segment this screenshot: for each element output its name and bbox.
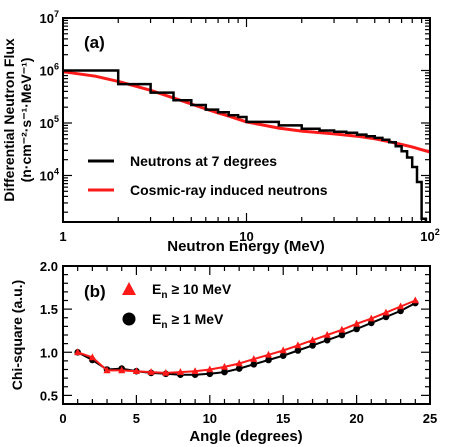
x-tick-label: 102 (420, 227, 439, 244)
series-10mev-point (162, 368, 170, 376)
x-tick-label: 0 (59, 411, 66, 426)
series-10mev-point (191, 367, 199, 374)
y-tick-label: 107 (40, 9, 59, 26)
x-tick-label: 15 (276, 411, 290, 426)
panel-b-legend: En ≥ 10 MeV En ≥ 1 MeV (122, 281, 232, 331)
panel-a: 1 10 102 104 105 106 107 (a) Neutron Energy (M… (1, 9, 440, 255)
series-10mev-point (397, 302, 405, 310)
series-1mev-point (265, 356, 272, 364)
y-tick-label: 105 (40, 114, 59, 131)
series-10mev-point (323, 331, 331, 338)
panel-b-y-axis-label: Chi-square (a.u.) (9, 280, 25, 390)
series-1mev-point (338, 331, 346, 339)
series-1mev-point (221, 368, 228, 376)
series-10mev-point (118, 366, 126, 374)
panel-b-frame (62, 265, 431, 405)
series-10mev-point (338, 325, 346, 333)
legend-label-10mev: En ≥ 10 MeV (152, 281, 232, 301)
x-tick-label: 10 (239, 229, 253, 244)
y-tick-label: 0.5 (40, 388, 58, 403)
series-1mev-point (294, 347, 302, 354)
panel-a-y-axis-label: Differential Neutron Flux (1, 38, 17, 202)
x-tick-label: 1 (59, 229, 66, 244)
series-10mev-point (250, 355, 258, 362)
y-tick-label: 2.0 (40, 259, 58, 274)
series-10mev-point (279, 346, 287, 354)
series-10mev-point (220, 362, 229, 370)
panel-b-ticks (62, 265, 431, 405)
series-10mev-line (77, 299, 416, 374)
panel-b-tick-labels: 0 5 10 15 20 25 0.5 1.0 1.5 2.0 (40, 259, 437, 426)
legend-label-neutrons: Neutrons at 7 degrees (130, 153, 277, 169)
series-10mev-point (264, 350, 273, 358)
series-1mev-point (353, 325, 360, 333)
series-1mev-point (250, 361, 258, 368)
y-tick-label: 1.5 (40, 302, 58, 317)
legend-label-1mev: En ≥ 1 MeV (152, 311, 224, 331)
panel-b-label: (b) (84, 282, 106, 301)
series-1mev-point (323, 336, 331, 344)
legend-marker-circle (122, 312, 136, 326)
x-tick-label: 5 (133, 411, 140, 426)
legend-label-cosmic: Cosmic-ray induced neutrons (130, 182, 328, 198)
series-10mev-point (309, 336, 317, 343)
panel-a-frame (62, 17, 431, 223)
series-10mev-point (294, 341, 302, 349)
series-10mev-point (206, 365, 214, 373)
series-10mev-point (74, 348, 82, 356)
y-tick-label: 104 (40, 166, 59, 183)
panel-a-x-axis-label: Neutron Energy (MeV) (167, 238, 325, 255)
series-10mev-point (382, 308, 390, 316)
series-10mev-point (411, 296, 419, 304)
series-10mev-point (235, 359, 243, 367)
x-tick-label: 10 (203, 411, 217, 426)
series-10mev-point (353, 319, 361, 327)
panel-a-y-axis-units: (n·cm⁻²·s⁻¹·MeV⁻¹) (18, 58, 34, 183)
legend-marker-triangle (122, 282, 136, 295)
x-tick-label: 25 (423, 411, 437, 426)
series-1mev-point (235, 365, 243, 372)
series-neutrons-histogram (63, 69, 428, 222)
y-tick-label: 106 (40, 61, 59, 78)
panel-b-series (74, 296, 419, 379)
y-tick-label: 1.0 (40, 345, 58, 360)
series-1mev-point (309, 342, 316, 349)
panel-b-x-axis-label: Angle (degrees) (189, 428, 302, 445)
panel-a-label: (a) (84, 33, 105, 52)
series-10mev-point (367, 314, 375, 322)
series-10mev-point (88, 353, 96, 361)
series-10mev-point (103, 366, 111, 374)
series-10mev-point (176, 368, 184, 375)
series-10mev-point (147, 368, 155, 375)
series-1mev-point (279, 352, 287, 360)
panel-a-tick-labels: 1 10 102 104 105 106 107 (40, 9, 440, 244)
series-10mev-point (132, 367, 140, 374)
panel-b: 0 5 10 15 20 25 0.5 1.0 1.5 2.0 (b) Angle (degree… (9, 259, 437, 445)
x-tick-label: 20 (349, 411, 363, 426)
panel-a-legend: Neutrons at 7 degrees Cosmic-ray induced… (88, 153, 328, 198)
panel-a-series (62, 69, 431, 222)
